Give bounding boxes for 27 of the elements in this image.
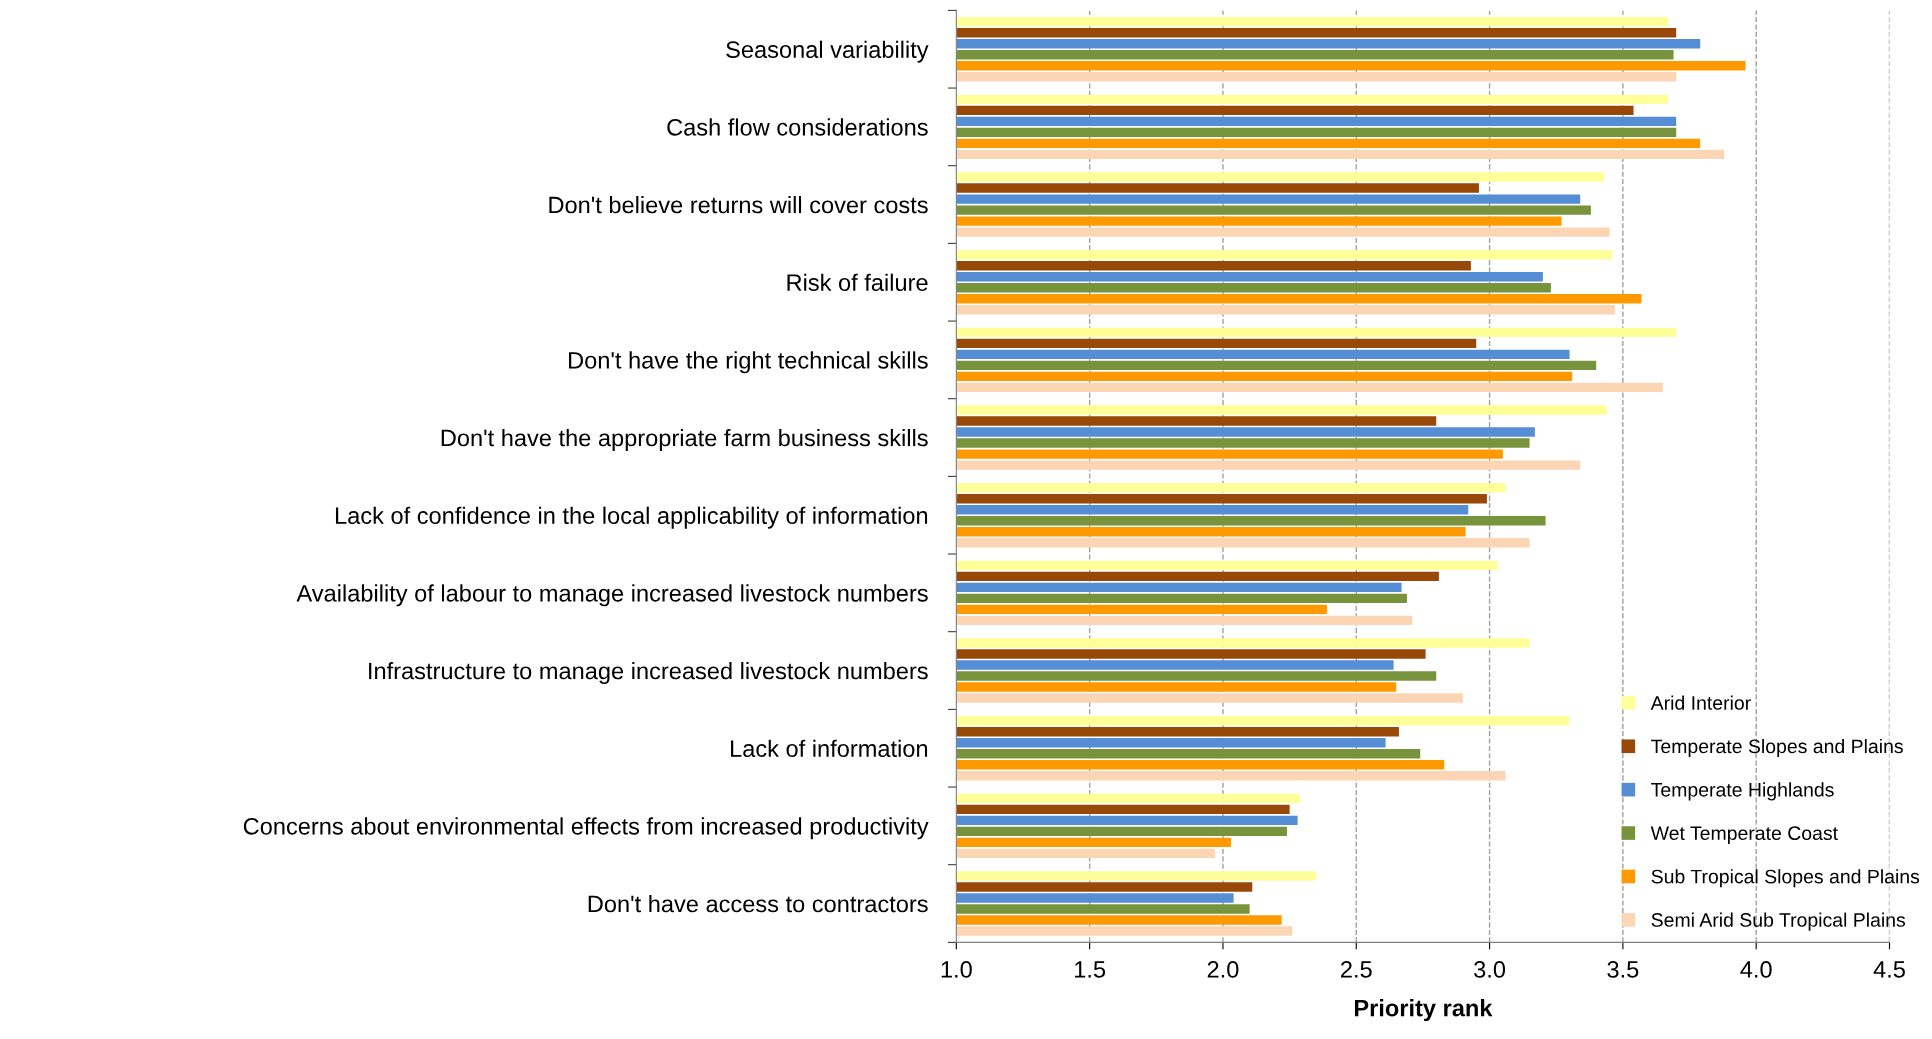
y-tick-label: Don't have access to contractors xyxy=(588,894,928,913)
x-tick-label: 3.5 xyxy=(1607,961,1639,978)
y-tick-label: Lack of confidence in the local applicability of information xyxy=(335,506,928,529)
x-tick-label: 2.5 xyxy=(1341,961,1372,978)
y-tick-label: Don't have the right technical skills xyxy=(569,351,928,374)
legend-label: Temperate Highlands xyxy=(1651,782,1834,801)
legend-label: Semi Arid Sub Tropical Plains xyxy=(1651,912,1906,931)
y-tick-label: Cash flow considerations xyxy=(667,118,928,136)
y-tick-label: Infrastructure to manage increased livestock numbers xyxy=(369,661,928,684)
x-axis-title: Priority rank xyxy=(1354,999,1493,1022)
x-tick-label: 4.0 xyxy=(1740,961,1772,978)
legend-label: Temperate Slopes and Plains xyxy=(1651,738,1903,758)
y-tick-label: Concerns about environmental effects from increased productivity xyxy=(243,817,929,840)
y-tick-label: Don't believe returns will cover costs xyxy=(549,196,928,214)
y-tick-label: Risk of failure xyxy=(787,273,928,292)
y-tick-label: Seasonal variability xyxy=(726,40,929,63)
x-tick-label: 4.5 xyxy=(1873,961,1905,978)
legend-label: Arid Interior xyxy=(1650,695,1751,710)
x-tick-label: 1.5 xyxy=(1075,961,1106,978)
legend-label: Wet Temperate Coast xyxy=(1650,826,1838,844)
y-tick-label: Lack of information xyxy=(731,739,928,757)
y-tick-label: Don't have the appropriate farm business skills xyxy=(441,428,928,451)
x-tick-label: 1.0 xyxy=(941,961,972,978)
x-tick-label: 2.0 xyxy=(1207,961,1239,978)
x-tick-label: 3.0 xyxy=(1474,961,1506,978)
legend-label: Sub Tropical Slopes and Plains xyxy=(1651,869,1920,888)
y-tick-label: Availability of labour to manage increased livestock numbers xyxy=(296,584,928,607)
